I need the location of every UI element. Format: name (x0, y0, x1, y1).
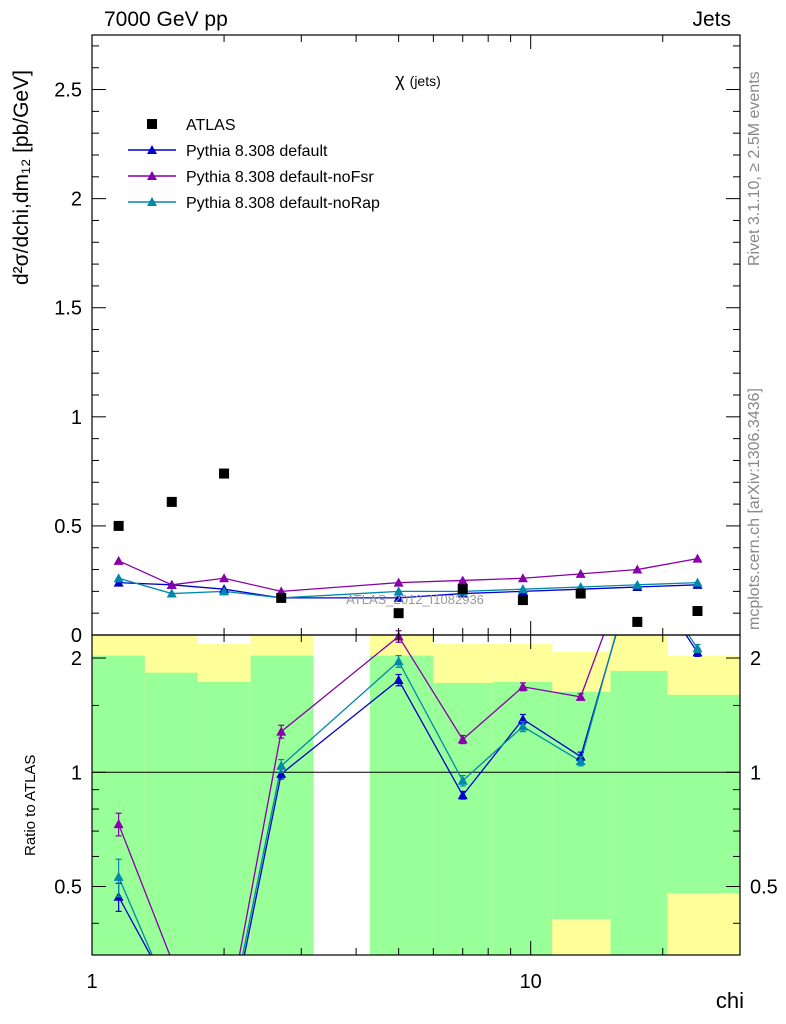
atlas-point-2 (219, 468, 230, 479)
rivet-version-label: Rivet 3.1.10, ≥ 2.5M events (746, 71, 763, 266)
series-0-ratio-point-4 (393, 675, 404, 685)
atlas-point-4 (393, 608, 404, 619)
series-1-point-1 (166, 579, 177, 589)
x-tick-label-1: 1 (86, 971, 97, 993)
series-1-point-6 (517, 573, 528, 583)
band-green-4 (369, 655, 434, 955)
series-1-point-0 (113, 555, 124, 565)
ratio-panel-frame (91, 634, 741, 956)
series-0-ratio-point-3 (276, 768, 287, 778)
series-1-ratio-point-5 (457, 734, 468, 744)
series-2-point-4 (393, 586, 404, 596)
series-1-ratio-point-6 (517, 681, 528, 691)
atlas-point-8 (632, 616, 643, 627)
legend-series-marker-1 (147, 171, 157, 180)
series-2-point-0 (113, 573, 124, 583)
series-line-1 (118, 557, 698, 593)
legend-series-label-0: Pythia 8.308 default (186, 143, 328, 160)
header-process-label: Jets (692, 8, 731, 31)
legend-series-label-1: Pythia 8.308 default-noFsr (186, 169, 374, 186)
series-2-point-9 (692, 577, 703, 587)
legend-series-marker-0 (147, 145, 157, 154)
header-energy-label: 7000 GeV pp (104, 8, 228, 31)
legend-series-label-2: Pythia 8.308 default-noRap (186, 195, 380, 212)
series-2-ratio-point-3 (276, 760, 287, 770)
y-tick-label-2: 2 (71, 189, 82, 211)
series-1-point-7 (575, 568, 586, 578)
band-green-1 (144, 672, 198, 955)
series-1-point-5 (457, 575, 468, 585)
series-line-0 (118, 581, 698, 599)
band-green-3 (250, 655, 314, 955)
series-1-ratio-point-7 (575, 691, 586, 701)
series-1-point-8 (632, 564, 643, 574)
ratio-tick-label-right-1: 1 (750, 762, 761, 784)
series-0-ratio-point-6 (517, 714, 528, 724)
band-green-8 (610, 670, 668, 955)
atlas-point-6 (517, 595, 528, 606)
series-1-point-2 (219, 573, 230, 583)
ratio-tick-label-right-2: 2 (750, 648, 761, 670)
legend-series-marker-2 (147, 197, 157, 206)
series-2-ratio-point-5 (457, 775, 468, 785)
atlas-point-9 (692, 606, 703, 616)
ratio-tick-label-left-1: 1 (71, 762, 82, 784)
band-green-5 (433, 682, 493, 955)
band-green-7 (552, 691, 611, 920)
atlas-point-3 (276, 592, 287, 603)
series-1-point-4 (393, 577, 404, 587)
series-2-point-1 (166, 588, 177, 598)
atlas-point-7 (575, 588, 586, 599)
series-2-ratio-point-4 (393, 656, 404, 666)
series-2-point-2 (219, 586, 230, 596)
series-1-ratio-point-0 (113, 819, 124, 829)
series-0-ratio-point-5 (457, 790, 468, 800)
series-2-point-6 (517, 584, 528, 594)
series-1-point-9 (692, 553, 703, 563)
y-tick-label-0.5: 0.5 (54, 516, 82, 538)
series-2-ratio-point-7 (575, 756, 586, 766)
series-2-point-8 (632, 579, 643, 589)
series-lines (92, 557, 740, 955)
ratio-line-1 (118, 635, 605, 955)
mcplots-credit-label: mcplots.cern.ch [arXiv:1306.3436] (746, 388, 763, 630)
series-2-ratio-point-0 (113, 871, 124, 881)
y-tick-label-1: 1 (71, 407, 82, 429)
data-marks (113, 468, 703, 912)
ratio-axis-label: Ratio to ATLAS (22, 754, 39, 856)
y-tick-label-0: 0 (71, 625, 82, 647)
atlas-point-1 (166, 496, 177, 507)
axis-ticks: 1 10 0 0.5 1 1.5 2 2.5 0.5 0.5 1 1 2 2 (54, 35, 778, 993)
series-2-ratio-point-6 (517, 721, 528, 731)
ratio-line-2 (118, 635, 699, 955)
ratio-tick-label-right-0.5: 0.5 (750, 877, 778, 899)
chart-title: χ (jets) (395, 70, 441, 90)
ratio-bands (92, 635, 740, 955)
legend-atlas-marker (147, 119, 157, 129)
axes-frame (91, 34, 741, 956)
legend: ATLAS Pythia 8.308 default Pythia 8.308 de… (128, 117, 380, 212)
band-green-9 (667, 694, 740, 894)
watermark: ATLAS_2012_I1082936 (346, 592, 484, 607)
band-green-2 (197, 681, 251, 955)
ratio-tick-label-left-0.5: 0.5 (54, 877, 82, 899)
legend-atlas-label: ATLAS (186, 117, 236, 134)
series-1-ratio-point-3 (276, 726, 287, 736)
atlas-point-5 (457, 584, 468, 595)
y-tick-label-2.5: 2.5 (54, 80, 82, 102)
ratio-tick-label-left-2: 2 (71, 648, 82, 670)
y-tick-label-1.5: 1.5 (54, 298, 82, 320)
x-axis-label: chi (715, 988, 744, 1013)
series-line-2 (118, 577, 698, 599)
series-2-ratio-point-9 (692, 643, 703, 653)
series-0-point-4 (393, 592, 404, 602)
x-tick-label-10: 10 (520, 971, 542, 993)
y-axis-label: d²σ/dchi,dm₁₂ [pb/GeV] (10, 70, 33, 285)
atlas-point-0 (113, 520, 124, 531)
